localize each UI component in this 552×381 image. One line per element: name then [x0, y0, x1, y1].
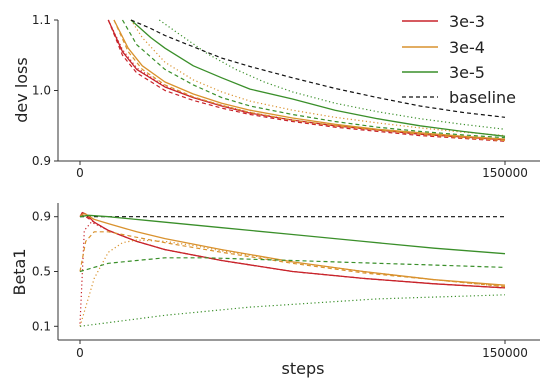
legend-label-3e-4: 3e-4 [449, 38, 485, 57]
beta1-y-tick-label: 0.5 [32, 265, 51, 279]
dev-loss-panel: 0 150000 0.9 1.0 1.1 dev loss [12, 13, 540, 180]
dev-loss-series-line-5 [130, 19, 506, 137]
beta1-ticks: 0 150000 0.1 0.5 0.9 [32, 210, 528, 360]
beta1-y-tick-label: 0.1 [32, 319, 51, 333]
beta1-x-tick-label: 0 [76, 346, 84, 360]
beta1-x-tick-label: 150000 [482, 346, 528, 360]
beta1-series-line-6 [79, 239, 506, 327]
beta1-series-line-2 [79, 214, 506, 289]
beta1-series-line-7 [79, 214, 506, 255]
legend: 3e-3 3e-4 3e-5 baseline [402, 12, 516, 107]
dev-loss-y-tick-label: 1.0 [32, 84, 51, 98]
dev-loss-series-line-7 [121, 19, 506, 139]
legend-label-3e-3: 3e-3 [449, 12, 485, 31]
legend-label-baseline: baseline [449, 88, 516, 107]
beta1-series-line-5 [79, 231, 506, 288]
dev-loss-x-tick-label: 150000 [482, 166, 528, 180]
beta1-panel: 0 150000 0.1 0.5 0.9 Beta1 steps [10, 203, 540, 378]
beta1-series-line-8 [79, 257, 506, 273]
dev-loss-x-tick-label: 0 [76, 166, 84, 180]
steps-x-axis-title: steps [282, 359, 325, 378]
beta1-series-line-9 [79, 294, 506, 327]
dev-loss-series-group [107, 19, 506, 142]
beta1-y-tick-label: 0.9 [32, 210, 51, 224]
dev-loss-ticks: 0 150000 0.9 1.0 1.1 [32, 13, 528, 180]
beta1-series-group [79, 211, 506, 327]
beta1-y-axis-title: Beta1 [10, 248, 29, 295]
dev-loss-series-line-9 [130, 19, 506, 118]
dev-loss-y-axis-title: dev loss [12, 57, 31, 122]
beta1-series-line-3 [79, 221, 506, 324]
dev-loss-y-tick-label: 1.1 [32, 13, 51, 27]
beta1-series-line-1 [79, 211, 506, 289]
dev-loss-y-tick-label: 0.9 [32, 154, 51, 168]
beta1-series-line-4 [79, 213, 506, 286]
dev-loss-series-line-1 [107, 19, 506, 142]
dev-loss-series-line-6 [130, 19, 506, 137]
dev-loss-series-line-3 [113, 19, 506, 140]
legend-label-3e-5: 3e-5 [449, 63, 485, 82]
dev-loss-series-line-4 [113, 19, 506, 142]
dev-loss-series-line-8 [158, 19, 506, 130]
